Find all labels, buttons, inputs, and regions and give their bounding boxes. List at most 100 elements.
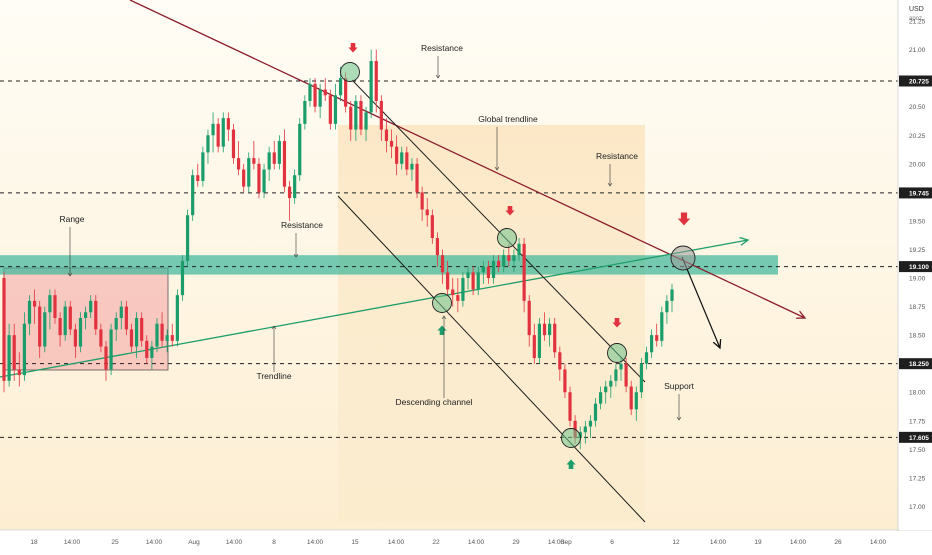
time-tick-label: 22 — [432, 539, 440, 546]
touch-point-circle — [432, 293, 452, 313]
candle-body — [466, 272, 470, 279]
time-tick-label: 14:00 — [548, 539, 565, 546]
candle-body — [349, 106, 353, 130]
touch-point-circle — [561, 428, 581, 448]
time-tick-label: 14:00 — [468, 539, 485, 546]
candle-body — [17, 369, 21, 376]
candle-body — [282, 140, 287, 187]
candle-body — [129, 329, 134, 347]
annotation-label: Global trendline — [478, 114, 538, 124]
candle-body — [43, 312, 47, 347]
level-price-label: 19.745 — [909, 190, 929, 197]
candle-body — [660, 312, 664, 341]
candle-body — [384, 129, 389, 141]
level-price-tag — [899, 358, 932, 370]
level-price-tag — [899, 187, 932, 199]
support-resistance-zone — [0, 255, 778, 275]
candle-body — [12, 335, 16, 370]
time-axis-area — [0, 531, 932, 550]
annotation-pointer-head — [67, 272, 73, 277]
price-tick-label: 18.50 — [909, 333, 926, 340]
candle-body — [27, 300, 32, 324]
candle-body — [650, 335, 654, 353]
candle-body — [262, 169, 266, 193]
time-tick-label: 26 — [834, 539, 842, 546]
candle-body — [425, 209, 429, 216]
candle-body — [145, 340, 149, 358]
annotation-label: Resistance — [281, 220, 323, 230]
candle-body — [563, 369, 567, 393]
candle-body — [2, 278, 6, 381]
candle-body — [78, 317, 83, 347]
candle-body — [38, 306, 42, 347]
candle-body — [471, 272, 475, 290]
level-price-label: 18.250 — [909, 361, 929, 368]
candle-body — [522, 243, 526, 301]
sell-arrow-icon — [677, 212, 691, 226]
time-tick-label: 19 — [754, 539, 762, 546]
price-tick-label: 17.25 — [909, 475, 926, 482]
candle-body — [629, 386, 633, 410]
candle-body — [583, 426, 587, 433]
level-price-label: 20.725 — [909, 79, 929, 86]
candle-body — [99, 329, 103, 347]
candle-body — [211, 123, 215, 136]
candle-body — [542, 323, 547, 336]
candle-body — [670, 289, 674, 301]
candle-body — [639, 363, 644, 393]
candle-body — [303, 100, 307, 124]
candle-body — [58, 317, 62, 336]
time-tick-label: 12 — [672, 539, 680, 546]
candle-body — [440, 255, 445, 273]
time-tick-label: 14:00 — [790, 539, 807, 546]
candle-body — [461, 278, 465, 301]
time-tick-label: 14:00 — [226, 539, 243, 546]
price-tick-label: 20.50 — [909, 104, 926, 111]
candle-body — [369, 61, 373, 113]
candle-body — [247, 158, 251, 187]
target-point-circle — [670, 245, 696, 271]
time-tick-label: 29 — [512, 539, 520, 546]
candle-body — [196, 175, 200, 181]
sell-arrow-icon — [348, 43, 358, 53]
level-price-label: 19.100 — [909, 264, 929, 271]
candle-body — [553, 323, 557, 353]
candle-body — [604, 386, 608, 393]
candle-body — [537, 323, 542, 358]
candle-body — [593, 403, 598, 421]
candle-body — [150, 346, 154, 358]
candle-body — [48, 295, 52, 313]
annotation-label: Descending channel — [395, 397, 472, 407]
time-tick-label: 14:00 — [388, 539, 405, 546]
candle-body — [410, 163, 414, 170]
price-tick-label: 20.00 — [909, 161, 926, 168]
channel-shading — [338, 125, 645, 522]
candle-body — [655, 335, 659, 341]
candle-body — [267, 152, 271, 170]
candle-body — [481, 266, 485, 273]
currency-label: USD — [909, 6, 924, 13]
candle-body — [119, 306, 123, 318]
candle-body — [53, 295, 57, 318]
candle-body — [435, 238, 440, 256]
time-tick-label: Aug — [188, 539, 200, 546]
candle-body — [512, 255, 516, 261]
candle-body — [185, 215, 190, 261]
candle-body — [83, 312, 88, 318]
touch-point-circle — [607, 343, 627, 363]
candle-body — [32, 300, 37, 307]
channel-lower-line — [337, 195, 646, 523]
time-tick-label: 15 — [351, 539, 359, 546]
candle-body — [619, 363, 623, 370]
candle-body — [405, 152, 409, 170]
level-price-tag — [899, 75, 932, 87]
candle-body — [257, 163, 261, 193]
candle-body — [624, 363, 628, 387]
candle-body — [89, 300, 93, 313]
annotation-label: Support — [664, 381, 694, 391]
candle-body — [313, 83, 317, 107]
candle-body — [318, 89, 322, 107]
candle-body — [134, 317, 139, 347]
